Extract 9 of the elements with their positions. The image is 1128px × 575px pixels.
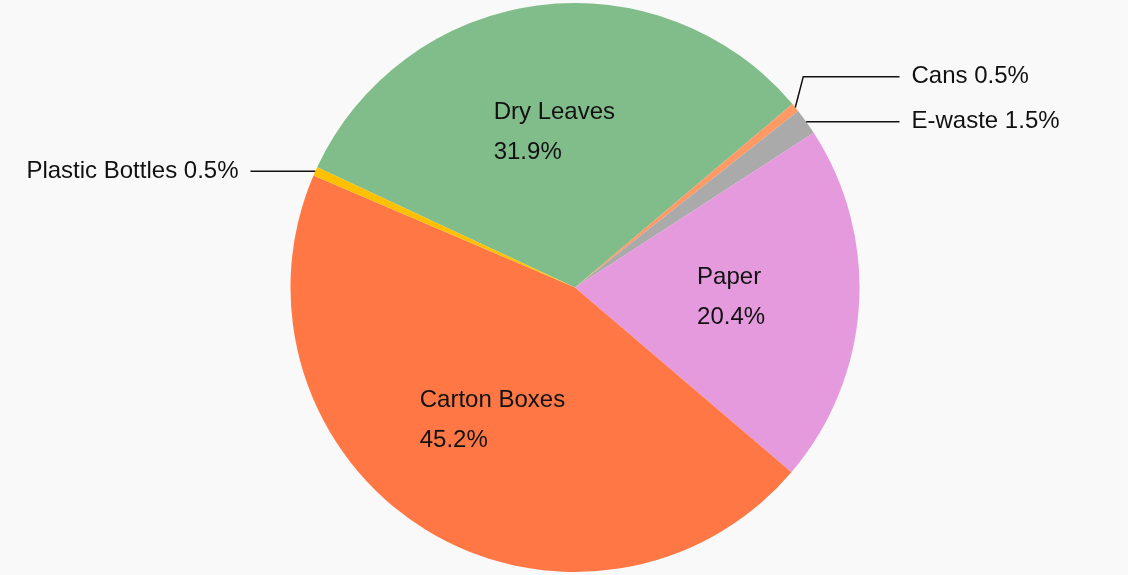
data-label: 45.2% [419, 425, 488, 453]
slice-label: E-waste 1.5% [911, 106, 1060, 134]
data-label: 20.4% [697, 302, 766, 330]
slice-label: Paper [697, 262, 762, 290]
slice-label: Plastic Bottles 0.5% [26, 155, 239, 183]
slice-label: Dry Leaves [493, 97, 616, 125]
data-label: 31.9% [493, 137, 562, 165]
slice-label: Carton Boxes [419, 385, 566, 413]
slice-label: Cans 0.5% [911, 61, 1029, 89]
